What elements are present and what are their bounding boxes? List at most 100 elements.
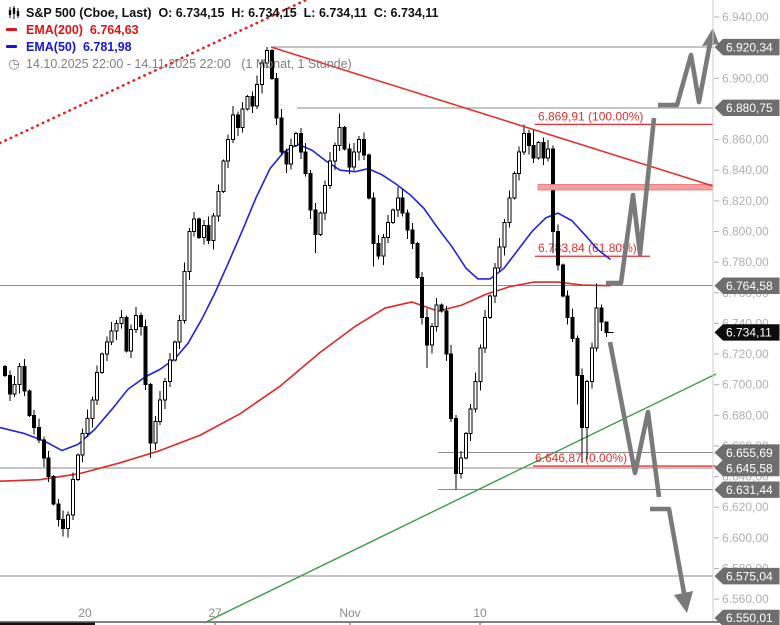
candle-body (51, 476, 56, 505)
candle-body (560, 264, 565, 297)
candle-body (289, 145, 294, 165)
y-tick-label: 6.840,00 (722, 163, 769, 177)
price-badge-label: 6.764,58 (726, 279, 773, 293)
candle-body (75, 454, 80, 481)
price-badge-label: 6.655,69 (726, 446, 773, 460)
ema200-swatch (6, 28, 17, 31)
candle-body (129, 329, 134, 352)
candle-body (531, 145, 536, 159)
fibonacci-lines: 6.869,91 (100.00%) 6.783,84 (61.80%) 6.646… (533, 109, 716, 467)
candle-body (497, 246, 502, 269)
candle-body (85, 417, 90, 435)
candle-body (405, 212, 410, 231)
ema200-curve (0, 281, 611, 482)
candle-body (570, 316, 575, 340)
candle-body (119, 316, 124, 324)
candle-body (502, 221, 507, 248)
candle-body (172, 341, 177, 361)
date-range-label: 14.10.2025 22:00 - 14.11.2025 22:00 (1 M… (26, 56, 352, 71)
candle-body (201, 224, 206, 239)
candle-body (478, 347, 483, 383)
candle-body (585, 381, 589, 429)
price-level-badge (714, 481, 780, 498)
fib-label: 6.646,87 (0.00%) (535, 451, 627, 465)
fib-label: 6.783,84 (61.80%) (538, 241, 637, 255)
candle-body (327, 160, 332, 187)
candle-body (114, 322, 119, 332)
candle-body (395, 197, 400, 211)
price-level-badge (714, 609, 780, 625)
candle-body (255, 83, 260, 107)
candle-body (454, 417, 459, 475)
candle-body (444, 310, 449, 355)
candle-body (36, 427, 41, 441)
candle-body (211, 215, 216, 242)
candle-body (109, 330, 114, 343)
candle-body (80, 433, 85, 456)
candlestick-chart-icon (6, 6, 22, 19)
candle-body (415, 243, 420, 278)
price-level-badge (714, 277, 780, 294)
clock-icon: ◷ (8, 56, 20, 71)
candle-body (206, 224, 211, 242)
candle-body (274, 77, 279, 119)
candle-body (565, 295, 570, 318)
candle-body (357, 139, 362, 153)
candle-body (22, 365, 27, 392)
y-tick-label: 6.600,00 (722, 531, 769, 545)
price-badge-label: 6.734,11 (726, 326, 772, 340)
candle-body (124, 316, 129, 352)
candle-body (235, 114, 240, 128)
candle-body (366, 154, 371, 199)
candle-body (245, 96, 250, 110)
candle-body (492, 267, 497, 297)
candle-body (463, 433, 468, 459)
candle-body (7, 374, 12, 395)
y-axis-ticks: 6.940,00 6.900,00 6.860,00 6.840,00 6.820,00… (714, 10, 769, 606)
support-trendline (203, 373, 717, 624)
candle-body (308, 172, 313, 211)
candle-body (27, 390, 32, 416)
forecast-paths (606, 28, 719, 613)
price-badge-label: 6.920,34 (726, 40, 773, 54)
forecast-path (606, 117, 657, 286)
candle-body (488, 295, 492, 318)
candle-body (313, 209, 318, 236)
forecast-arrowhead (674, 591, 693, 613)
price-level-badge (714, 567, 780, 585)
candle-body (555, 230, 560, 266)
candle-body (400, 197, 405, 214)
candle-body (61, 518, 66, 530)
price-badge-label: 6.880,75 (726, 101, 773, 115)
candle-body (269, 50, 274, 79)
ema200-label: EMA(200) 6.764,63 (26, 22, 139, 37)
candle-body (153, 420, 158, 444)
candle-body (32, 414, 37, 429)
candle-body (604, 321, 609, 333)
candles (3, 47, 614, 538)
candle-body (589, 347, 594, 383)
y-tick-label: 6.620,00 (722, 500, 769, 514)
candle-body (187, 230, 192, 272)
y-tick-label: 6.940,00 (722, 10, 769, 24)
candle-body (138, 315, 143, 327)
price-badge-label: 6.645,58 (726, 461, 773, 475)
candle-body (473, 381, 478, 410)
candle-body (352, 151, 357, 168)
candle-body (303, 151, 308, 174)
instrument-row: S&P 500 (Cboe, Last) O: 6.734,15 H: 6.73… (6, 4, 439, 21)
forecast-path (607, 341, 662, 498)
candle-body (279, 117, 284, 153)
price-level-badge (714, 38, 780, 56)
y-tick-label: 6.720,00 (722, 347, 769, 361)
candle-body (163, 381, 168, 401)
bottom-edge-bar (0, 622, 95, 625)
price-badge-label: 6.550,01 (726, 611, 773, 625)
instrument-title: S&P 500 (Cboe, Last) O: 6.734,15 H: 6.73… (26, 5, 439, 20)
candle-body (298, 132, 303, 153)
x-tick-label: 27 (208, 606, 222, 620)
y-tick-label: 6.900,00 (722, 71, 769, 85)
y-tick-label: 6.860,00 (722, 133, 769, 147)
